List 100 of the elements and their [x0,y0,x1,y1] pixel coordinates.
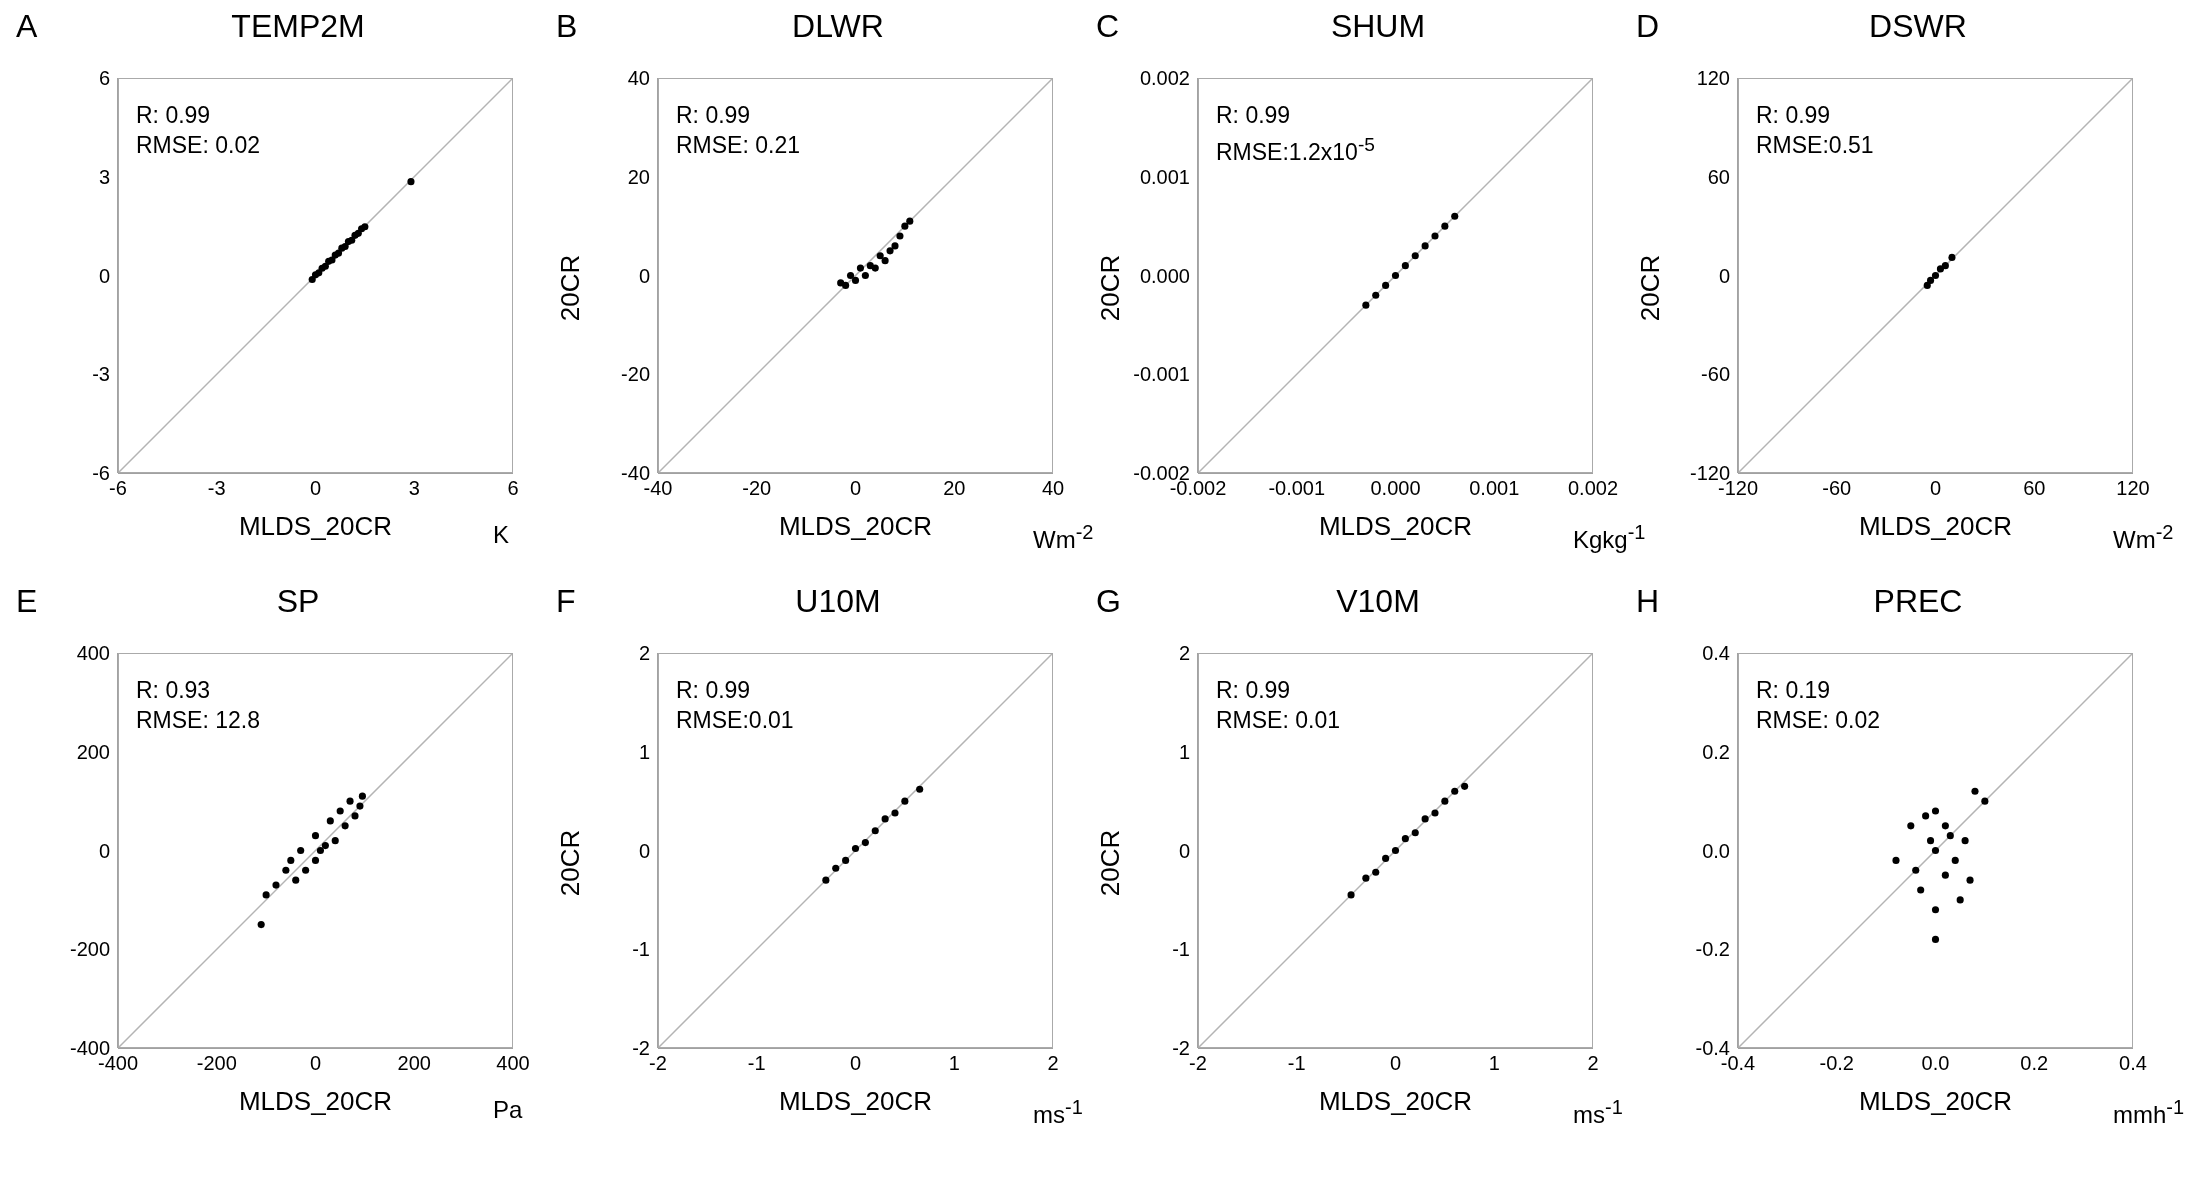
point [851,844,860,853]
point [832,864,840,872]
point [1892,856,1900,864]
chart-title: PREC [1873,583,1963,619]
y-tick-label: -2 [1172,1037,1190,1060]
point [871,264,879,272]
y-tick-label: -3 [92,363,110,386]
chart-title: SHUM [1330,8,1426,44]
x-tick-label: 20 [943,477,966,500]
x-tick-label: -0.2 [1819,1052,1854,1075]
y-tick-label: -200 [69,938,110,961]
point [886,247,894,255]
y-tick-label: 200 [76,740,110,763]
point [336,807,344,815]
y-axis-title: 20CR [554,254,585,322]
y-tick-label: -60 [1701,363,1730,386]
y-tick-label: 0 [1718,264,1730,287]
text: E [16,583,38,619]
x-tick-label: -0.001 [1268,477,1326,500]
point [1401,262,1409,270]
point [1411,829,1419,837]
point [1347,891,1355,899]
x-tick-label: 200 [397,1052,431,1075]
point [1923,281,1931,289]
annotation: R: 0.99 [676,102,751,128]
point [1431,232,1439,240]
text: Pa [493,1096,523,1123]
x-axis-title: MLDS_20CR [778,511,933,541]
point [822,876,830,884]
point [906,217,914,225]
text: B [556,8,578,44]
x-tick-label: -1 [747,1052,766,1075]
point [891,242,899,250]
point [1941,822,1949,830]
point [846,271,855,280]
annotation: R: 0.93 [136,677,211,703]
x-tick-label: 1 [948,1052,960,1075]
point [356,802,364,810]
point [916,785,924,793]
point [341,822,349,830]
point [1931,807,1940,815]
point [1971,787,1979,795]
x-axis-title: MLDS_20CR [1858,511,2013,541]
point [1372,868,1380,876]
point [1401,835,1409,843]
x-axis-title: MLDS_20CR [1318,511,1473,541]
text: mmh$^{-1}$ [2113,1096,2185,1128]
point [351,812,359,820]
point [1382,281,1390,289]
y-tick-label: 3 [98,165,110,188]
point [1951,856,1959,864]
point [1941,262,1949,270]
point [1382,854,1390,862]
point [282,866,290,874]
point [881,815,889,823]
y-axis-title: 20CR [1094,254,1125,322]
point [896,232,904,240]
x-tick-label: 0.001 [1469,477,1520,500]
annotation: RMSE:0.51 [1756,132,1874,158]
point [292,876,300,884]
point [1461,782,1469,790]
x-axis-title: MLDS_20CR [778,1086,933,1116]
point [1917,886,1925,894]
point [311,832,320,840]
x-tick-label: 0 [309,477,322,500]
point [1372,291,1380,299]
point [842,281,850,289]
text: Wm$^{-2}$ [2113,521,2174,553]
annotation: RMSE: 0.02 [136,132,260,158]
x-tick-label: 0 [1929,477,1942,500]
y-tick-label: 0.4 [1702,642,1730,665]
text: G [1096,583,1121,619]
y-tick-label: 120 [1696,67,1730,90]
y-tick-label: 400 [76,642,110,665]
chart-title: DLWR [792,8,884,44]
point [901,222,909,230]
text: ms$^{-1}$ [1573,1096,1623,1128]
point [1441,797,1449,805]
point [1956,896,1964,904]
x-tick-label: -200 [196,1052,237,1075]
text: Wm$^{-2}$ [1033,521,1094,553]
point [1948,253,1956,261]
x-tick-label: 0.2 [2020,1052,2049,1075]
x-tick-label: 2 [1047,1052,1059,1075]
point [257,921,265,929]
point [1451,787,1459,795]
annotation: R: 0.99 [1216,102,1291,128]
point [876,252,884,260]
text: D [1636,8,1660,44]
x-axis-title: MLDS_20CR [1318,1086,1473,1116]
annotation: R: 0.99 [676,677,751,703]
text: ms$^{-1}$ [1033,1096,1083,1128]
point [308,275,316,284]
text: Kgkg$^{-1}$ [1573,521,1646,553]
point [1922,812,1930,820]
annotation: RMSE: 0.02 [1756,707,1880,733]
y-tick-label: 6 [98,67,110,90]
x-axis-title: MLDS_20CR [1858,1086,2013,1116]
point [1912,866,1920,874]
x-tick-label: -1 [1287,1052,1306,1075]
